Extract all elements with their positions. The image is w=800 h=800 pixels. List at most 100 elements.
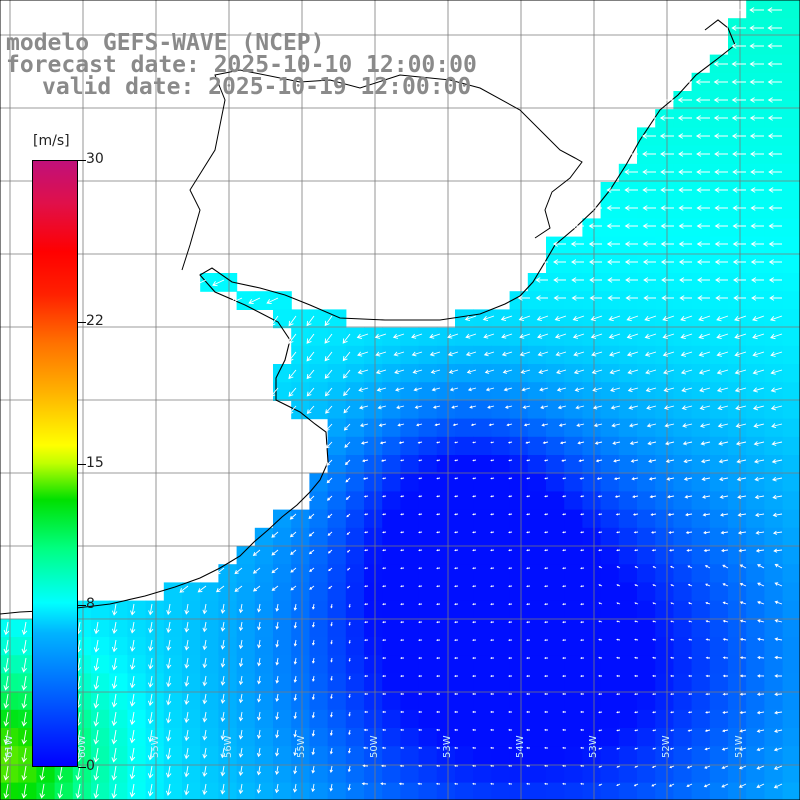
wind-cell: [782, 527, 800, 547]
wind-cell: [327, 436, 347, 456]
wind-cell: [637, 455, 656, 474]
colorbar-tick-label: 15: [86, 454, 104, 471]
wind-arrow: [311, 603, 315, 610]
wind-arrow: [257, 675, 262, 685]
wind-arrow: [554, 315, 567, 322]
wind-cell: [746, 200, 765, 219]
wind-arrow: [364, 513, 369, 516]
wind-arrow: [615, 513, 621, 516]
wind-cell: [582, 600, 602, 620]
longitude-label: 53W: [588, 735, 599, 758]
wind-arrow: [381, 764, 387, 768]
wind-cell: [782, 764, 800, 784]
colorbar-tick-label: 0: [86, 758, 95, 774]
wind-arrow: [678, 259, 692, 265]
wind-arrow: [472, 728, 477, 731]
wind-arrow: [592, 405, 603, 410]
wind-cell: [709, 655, 729, 674]
wind-arrow: [772, 476, 783, 482]
wind-arrow: [184, 711, 190, 724]
wind-cell: [709, 709, 729, 729]
wind-cell: [600, 400, 620, 420]
wind-cell: [309, 327, 329, 347]
wind-arrow: [472, 585, 477, 588]
wind-cell: [527, 418, 547, 438]
wind-arrow: [652, 693, 657, 696]
wind-arrow: [769, 315, 783, 322]
wind-cell: [163, 637, 183, 656]
wind-arrow: [773, 765, 783, 770]
wind-arrow: [508, 603, 513, 606]
wind-cell: [509, 527, 529, 547]
wind-cell: [218, 655, 238, 674]
wind-cell: [364, 327, 383, 347]
colorbar-tick-label: 30: [86, 151, 104, 167]
wind-arrow: [616, 729, 621, 732]
wind-arrow: [184, 603, 190, 615]
wind-arrow: [436, 477, 441, 480]
wind-arrow: [400, 477, 405, 480]
wind-arrow: [111, 783, 117, 799]
wind-arrow: [756, 747, 765, 752]
wind-cell: [709, 618, 729, 638]
wind-cell: [546, 382, 565, 401]
wind-cell: [746, 764, 765, 784]
wind-arrow: [147, 729, 154, 743]
wind-cell: [91, 782, 110, 800]
wind-cell: [72, 782, 92, 800]
wind-arrow: [220, 783, 226, 795]
wind-cell: [564, 236, 583, 256]
wind-cell: [473, 564, 492, 583]
wind-arrow: [359, 423, 369, 428]
wind-arrow: [544, 639, 549, 642]
wind-cell: [764, 709, 784, 729]
wind-arrow: [464, 315, 477, 322]
wind-arrow: [704, 729, 711, 732]
wind-cell: [436, 473, 456, 492]
wind-arrow: [616, 656, 621, 659]
wind-arrow: [752, 405, 765, 411]
wind-arrow: [293, 621, 297, 629]
wind-arrow: [598, 602, 603, 605]
wind-cell: [382, 546, 401, 565]
wind-arrow: [772, 512, 783, 518]
wind-arrow: [21, 765, 27, 781]
wind-cell: [764, 345, 784, 365]
wind-cell: [327, 691, 347, 711]
wind-arrow: [731, 79, 746, 85]
wind-arrow: [238, 693, 244, 704]
wind-arrow: [589, 277, 602, 283]
wind-cell: [655, 491, 674, 511]
wind-cell: [400, 673, 420, 693]
wind-arrow: [202, 675, 208, 687]
wind-arrow: [325, 441, 333, 449]
wind-cell: [637, 709, 656, 729]
wind-cell: [782, 327, 800, 347]
wind-cell: [127, 746, 147, 765]
wind-cell: [782, 782, 800, 800]
wind-arrow: [544, 477, 549, 480]
wind-arrow: [589, 259, 602, 265]
wind-cell: [364, 782, 383, 800]
wind-cell: [546, 782, 565, 800]
wind-cell: [109, 637, 128, 656]
wind-cell: [764, 400, 784, 420]
wind-arrow: [738, 548, 747, 553]
wind-cell: [527, 400, 547, 420]
wind-arrow: [508, 764, 513, 767]
wind-arrow: [686, 765, 693, 769]
wind-cell: [145, 618, 165, 638]
wind-arrow: [680, 369, 693, 375]
wind-arrow: [364, 710, 368, 713]
wind-arrow: [326, 495, 333, 501]
wind-arrow: [695, 133, 710, 139]
wind-cell: [455, 382, 474, 401]
wind-arrow: [562, 585, 567, 588]
wind-arrow: [662, 351, 675, 357]
wind-cell: [655, 582, 674, 602]
wind-cell: [418, 327, 438, 347]
wind-cell: [691, 273, 711, 292]
wind-arrow: [293, 765, 298, 775]
wind-cell: [473, 527, 492, 547]
wind-cell: [600, 418, 620, 438]
